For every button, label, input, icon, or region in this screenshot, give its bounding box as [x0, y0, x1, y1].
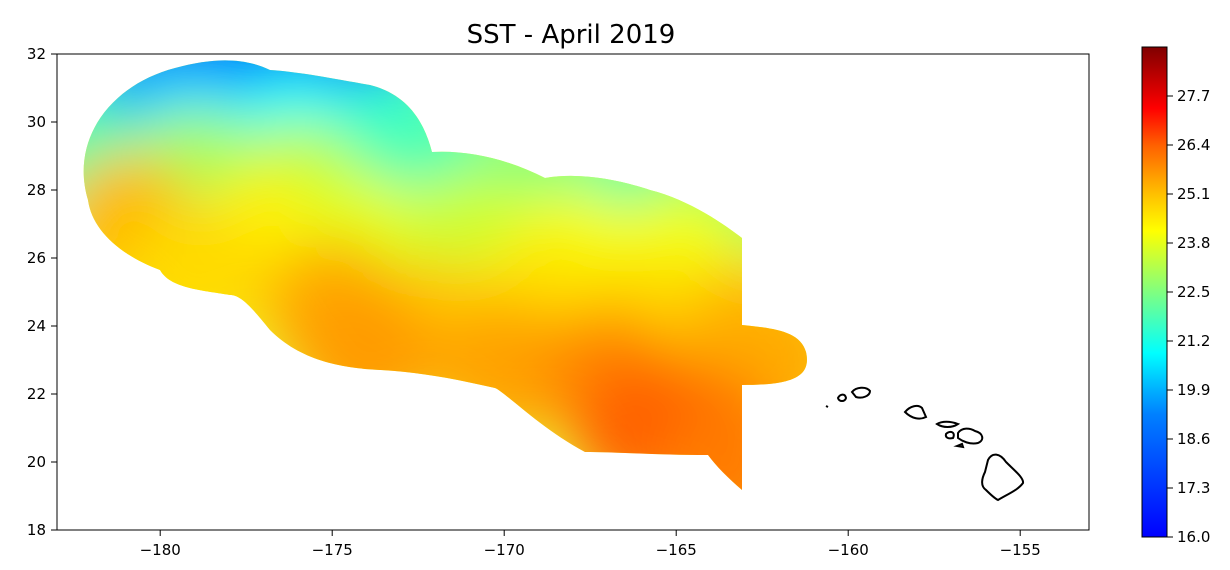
y-tick-label: 18 — [27, 521, 46, 539]
x-tick-label: −165 — [656, 541, 697, 559]
x-tick-label: −170 — [484, 541, 525, 559]
y-tick-label: 30 — [27, 113, 46, 131]
colorbar-tick-label: 25.1 — [1177, 185, 1210, 203]
colorbar-tick-label: 23.8 — [1177, 234, 1210, 252]
lanai-island — [935, 420, 961, 428]
y-tick-label: 20 — [27, 453, 46, 471]
colorbar-tick-label: 18.6 — [1177, 430, 1210, 448]
colorbar-tick-label: 17.3 — [1177, 479, 1210, 497]
chart-title: SST - April 2019 — [467, 20, 676, 50]
x-tick-label: −180 — [140, 541, 181, 559]
colorbar-tick-label: 16.0 — [1177, 528, 1210, 546]
y-tick-label: 28 — [27, 181, 46, 199]
y-tick-label: 22 — [27, 385, 46, 403]
big-island — [981, 453, 1025, 502]
colorbar-tick-label: 26.4 — [1177, 136, 1210, 154]
colorbar — [1141, 46, 1168, 538]
kahoolawe-island — [944, 430, 955, 440]
colorbar-tick-label: 27.7 — [1177, 87, 1210, 105]
x-tick-label: −160 — [828, 541, 869, 559]
colorbar-tick-label: 19.9 — [1177, 381, 1210, 399]
x-tick-label: −175 — [312, 541, 353, 559]
x-tick-label: −155 — [1000, 541, 1041, 559]
molokai-island — [903, 404, 928, 420]
colorbar-tick-label: 22.5 — [1177, 283, 1210, 301]
y-axis: 18 20 22 24 26 28 30 32 — [27, 45, 57, 539]
niihau-island — [825, 405, 829, 408]
maui-island — [957, 427, 984, 445]
y-tick-label: 26 — [27, 249, 46, 267]
kauai-island — [836, 393, 848, 402]
colorbar-axis: 16.0 17.3 18.6 19.9 21.2 22.5 23.8 25.1 26.4 27.7 — [1167, 87, 1210, 546]
y-tick-label: 24 — [27, 317, 46, 335]
small-islet — [953, 442, 965, 449]
colorbar-tick-label: 21.2 — [1177, 332, 1210, 350]
hawaii-coastline — [825, 386, 1025, 502]
oahu-island — [850, 386, 872, 399]
y-tick-label: 32 — [27, 45, 46, 63]
x-axis: −180 −175 −170 −165 −160 −155 — [140, 530, 1041, 559]
